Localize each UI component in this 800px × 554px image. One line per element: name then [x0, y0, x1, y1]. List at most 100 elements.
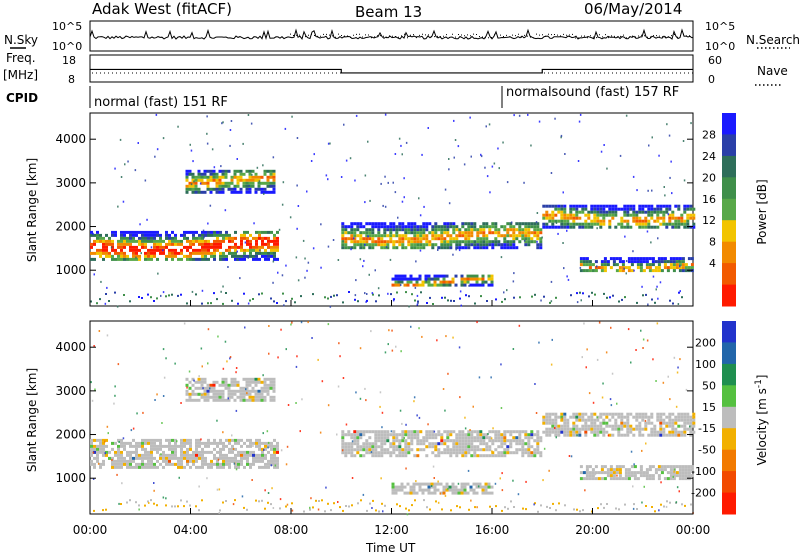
y-tick-label: 4000	[55, 340, 86, 354]
heatmap-cell	[180, 444, 183, 448]
heatmap-cell	[251, 395, 255, 399]
heatmap-cell	[449, 225, 453, 229]
heatmap-cell	[230, 389, 234, 393]
heatmap-cell	[413, 240, 417, 244]
heatmap-cell	[400, 280, 404, 284]
heatmap-cell	[509, 433, 513, 437]
heatmap-cell	[437, 225, 441, 229]
heatmap-cell	[436, 277, 440, 281]
heatmap-cell	[412, 482, 416, 486]
heatmap-cell	[554, 219, 558, 223]
heatmap-cell	[177, 257, 180, 261]
heatmap-cell	[512, 348, 515, 350]
heatmap-cell	[569, 415, 573, 419]
heatmap-cell	[212, 395, 216, 399]
heatmap-cell	[273, 462, 276, 466]
heatmap-cell	[630, 260, 634, 264]
heatmap-cell	[198, 456, 201, 460]
heatmap-cell	[494, 482, 497, 485]
heatmap-cell	[464, 445, 468, 449]
heatmap-cell	[635, 418, 639, 422]
heatmap-cell	[557, 204, 561, 208]
heatmap-cell	[227, 392, 231, 396]
heatmap-cell	[518, 228, 522, 232]
heatmap-cell	[144, 257, 147, 261]
heatmap-cell	[295, 365, 298, 368]
heatmap-cell	[618, 474, 622, 478]
heatmap-cell	[192, 248, 195, 252]
heatmap-cell	[252, 441, 255, 445]
heatmap-cell	[645, 471, 649, 475]
heatmap-cell	[569, 222, 573, 226]
heatmap-cell	[99, 248, 102, 252]
heatmap-cell	[246, 392, 248, 395]
heatmap-cell	[374, 222, 378, 226]
noise-trace	[89, 28, 693, 41]
heatmap-cell	[433, 283, 437, 287]
heatmap-cell	[236, 184, 240, 188]
heatmap-cell	[678, 490, 680, 493]
heatmap-cell	[266, 392, 270, 396]
heatmap-cell	[286, 503, 289, 506]
heatmap-cell	[404, 445, 408, 449]
heatmap-cell	[246, 236, 249, 240]
heatmap-cell	[630, 465, 634, 469]
heatmap-cell	[217, 458, 220, 461]
heatmap-cell	[260, 187, 264, 191]
heatmap-cell	[236, 169, 240, 173]
heatmap-cell	[257, 389, 261, 393]
heatmap-cell	[455, 248, 457, 251]
heatmap-cell	[168, 456, 171, 460]
heatmap-cell	[195, 230, 198, 234]
heatmap-cell	[656, 219, 660, 223]
heatmap-cell	[660, 257, 664, 261]
heatmap-cell	[437, 501, 440, 504]
heatmap-cell	[227, 383, 231, 387]
heatmap-cell	[503, 430, 507, 434]
heatmap-cell	[248, 184, 250, 187]
heatmap-cell	[371, 225, 375, 229]
heatmap-cell	[291, 509, 294, 512]
heatmap-cell	[458, 430, 462, 434]
heatmap-cell	[645, 266, 649, 270]
heatmap-cell	[337, 259, 340, 261]
heatmap-cell	[258, 236, 261, 240]
heatmap-cell	[117, 438, 120, 442]
heatmap-cell	[105, 508, 107, 511]
heatmap-cell	[633, 269, 635, 272]
heatmap-cell	[557, 219, 561, 223]
heatmap-cell	[168, 447, 171, 451]
heatmap-cell	[264, 444, 267, 448]
heatmap-cell	[150, 230, 153, 234]
heatmap-cell	[515, 439, 519, 443]
heatmap-cell	[120, 236, 123, 240]
heatmap-cell	[303, 510, 305, 513]
heatmap-cell	[455, 228, 459, 232]
heatmap-cell	[185, 169, 189, 173]
heatmap-cell	[188, 386, 192, 390]
heatmap-cell	[348, 291, 350, 293]
heatmap-cell	[264, 462, 267, 466]
heatmap-cell	[473, 243, 477, 247]
heatmap-cell	[461, 222, 465, 226]
heatmap-cell	[132, 459, 135, 463]
heatmap-cell	[542, 216, 546, 220]
heatmap-cell	[165, 233, 168, 237]
heatmap-cell	[407, 228, 411, 232]
heatmap-cell	[234, 230, 237, 234]
heatmap-cell	[150, 236, 153, 240]
heatmap-cell	[452, 231, 456, 235]
heatmap-cell	[194, 175, 198, 179]
heatmap-cell	[273, 251, 276, 255]
heatmap-cell	[606, 260, 610, 264]
heatmap-cell	[218, 512, 220, 514]
heatmap-cell	[594, 269, 598, 273]
heatmap-cell	[506, 234, 510, 238]
heatmap-cell	[206, 175, 210, 179]
heatmap-cell	[392, 299, 395, 302]
heatmap-cell	[258, 245, 261, 249]
heatmap-cell	[123, 245, 126, 249]
heatmap-cell	[345, 423, 348, 426]
heatmap-cell	[596, 222, 600, 226]
heatmap-cell	[542, 204, 546, 208]
